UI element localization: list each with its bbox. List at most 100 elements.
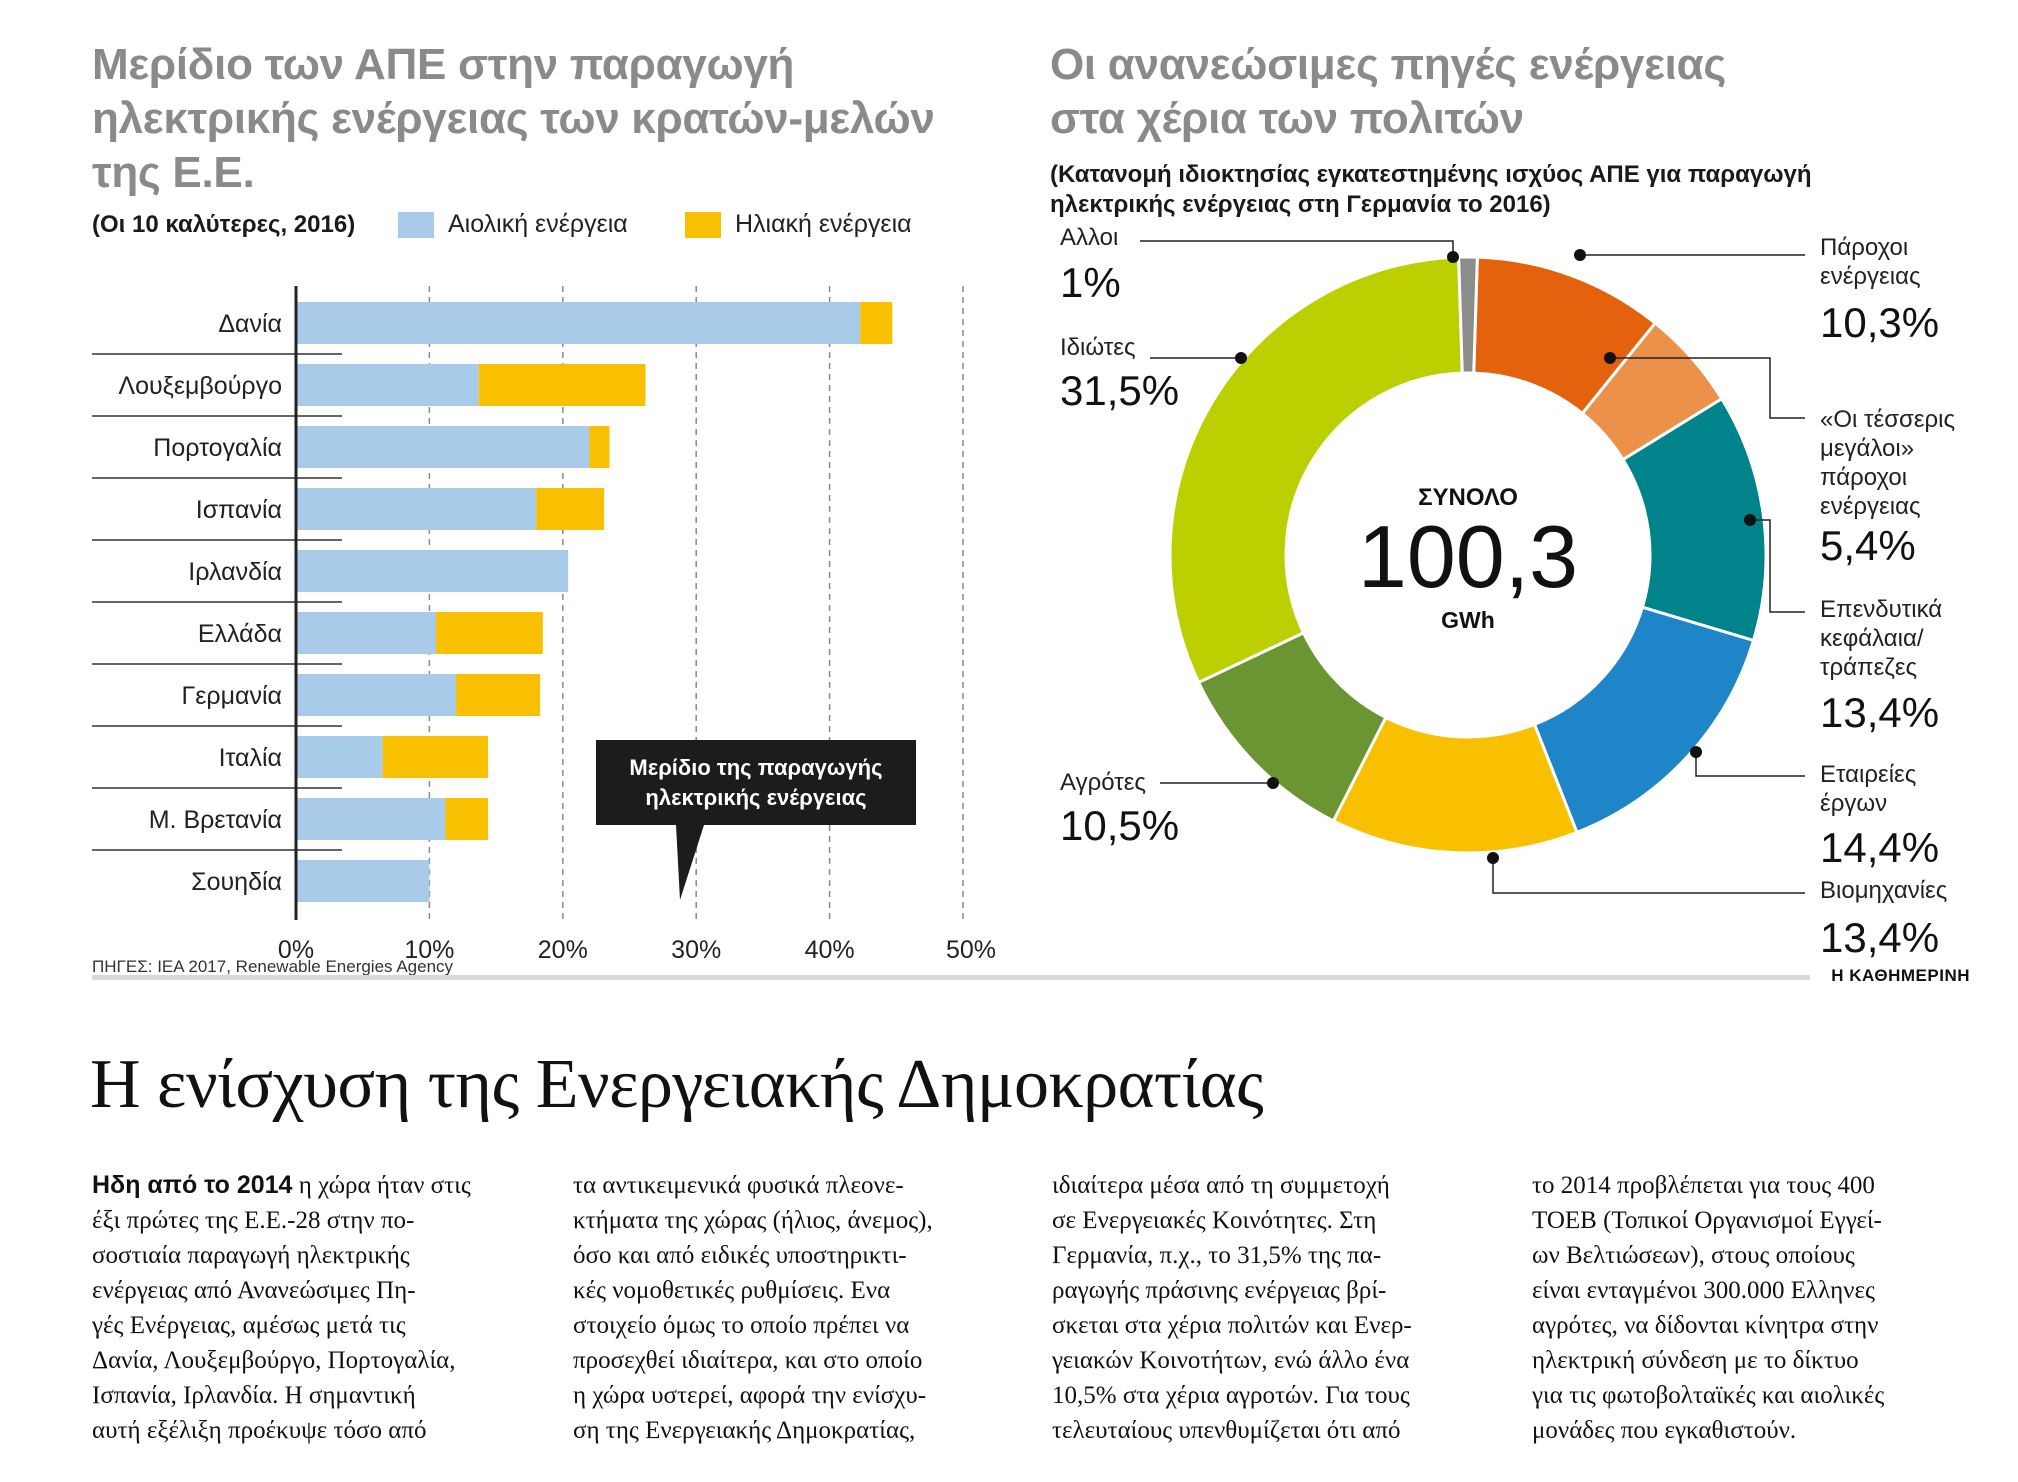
category-label: Δανία xyxy=(218,310,282,338)
slice-value: 1% xyxy=(1060,259,1121,306)
article-line: έξι πρώτες της Ε.Ε.-28 στην πο- xyxy=(92,1207,415,1234)
article-line: Γερμανία, π.χ., το 31,5% της πα- xyxy=(1052,1242,1382,1269)
bar-solar xyxy=(382,736,489,778)
x-tick-label: 30% xyxy=(671,936,721,964)
x-tick-label: 50% xyxy=(946,936,996,964)
leader-line xyxy=(1492,858,1805,894)
article-line: τα αντικειμενικά φυσικά πλεονε- xyxy=(573,1172,904,1199)
article-line: μονάδες που εγκαθιστούν. xyxy=(1532,1417,1797,1444)
article-line: ων Βελτιώσεων), στους οποίους xyxy=(1532,1242,1855,1269)
article-line: αυτή εξέλιξη προέκυψε τόσο από xyxy=(92,1417,427,1444)
category-label: Ελλάδα xyxy=(198,620,282,648)
article-line: κές νομοθετικές ρυθμίσεις. Ενα xyxy=(573,1277,891,1304)
leader-dot xyxy=(1744,514,1756,526)
center-label: ΣΥΝΟΛΟ xyxy=(1418,484,1518,511)
article-line: Ηδη από το 2014 η χώρα ήταν στις xyxy=(92,1168,532,1203)
category-label: Πορτογαλία xyxy=(153,434,282,462)
x-tick-label: 40% xyxy=(805,936,855,964)
slice-label: Εταιρείες xyxy=(1820,761,1916,788)
bar-solar xyxy=(478,364,646,406)
slice-value: 13,4% xyxy=(1820,914,1939,961)
callout-text: ηλεκτρικής ενέργειας xyxy=(645,785,866,810)
callout-box xyxy=(596,740,916,900)
bar-wind xyxy=(296,736,383,778)
sources-note: ΠΗΓΕΣ: IEA 2017, Renewable Energies Agen… xyxy=(92,957,454,976)
slice-value: 5,4% xyxy=(1820,522,1916,569)
leader-dot xyxy=(1487,852,1499,864)
donut-slice xyxy=(1457,255,1479,375)
leader-dot xyxy=(1447,251,1459,263)
divider xyxy=(92,975,1810,980)
article-line: Ισπανία, Ιρλανδία. Η σημαντική xyxy=(92,1382,416,1409)
legend-label-solar: Ηλιακή ενέργεια xyxy=(735,210,912,238)
callout-text: Μερίδιο της παραγωγής xyxy=(629,755,882,780)
slice-value: 14,4% xyxy=(1820,824,1939,871)
category-label: Ιρλανδία xyxy=(188,558,282,586)
category-label: Σουηδία xyxy=(191,868,282,896)
leader-dot xyxy=(1267,777,1279,789)
slice-label: ενέργειας xyxy=(1820,263,1921,290)
category-label: Ισπανία xyxy=(196,496,282,524)
leader-line xyxy=(1610,357,1805,419)
bar-wind xyxy=(296,364,479,406)
article-line: ιδιαίτερα μέσα από τη συμμετοχή xyxy=(1052,1172,1390,1199)
right-title-line: Οι ανανεώσιμες πηγές ενέργειας xyxy=(1050,40,1726,89)
donut-slice xyxy=(1168,255,1464,685)
article-line: γειακών Κοινοτήτων, ενώ άλλο ένα xyxy=(1052,1347,1410,1374)
slice-label: Αλλοι xyxy=(1060,224,1118,251)
slice-label: Πάροχοι xyxy=(1820,234,1908,261)
article-line-text: η χώρα ήταν στις xyxy=(298,1172,471,1199)
bar-solar xyxy=(860,302,893,344)
bar-solar xyxy=(536,488,605,530)
slice-label: Επενδυτικά xyxy=(1820,596,1942,623)
leader-dot xyxy=(1235,352,1247,364)
bar-solar xyxy=(456,674,541,716)
right-subtitle-line: ηλεκτρικής ενέργειας στη Γερμανία το 201… xyxy=(1050,191,1551,218)
leader-dot xyxy=(1690,746,1702,758)
article-line: ραγωγής πράσινης ενέργειας βρί- xyxy=(1052,1277,1387,1304)
article-line: ηλεκτρική σύνδεση με το δίκτυο xyxy=(1532,1347,1859,1374)
category-label: Γερμανία xyxy=(181,682,282,710)
article-line: τελευταίους υπενθυμίζεται ότι από xyxy=(1052,1417,1401,1444)
slice-value: 31,5% xyxy=(1060,367,1179,414)
article-column-2: τα αντικειμενικά φυσικά πλεονε- κτήματα … xyxy=(573,1168,1013,1448)
category-label: Λουξεμβούργο xyxy=(118,372,282,400)
slice-label: κεφάλαια/ xyxy=(1820,625,1924,652)
article-line: ση της Ενεργειακής Δημοκρατίας, xyxy=(573,1417,916,1444)
center-value: 100,3 xyxy=(1358,507,1578,606)
slice-label: πάροχοι xyxy=(1820,464,1907,491)
leader-line xyxy=(1750,519,1805,613)
brand: Η ΚΑΘΗΜΕΡΙΝΗ xyxy=(1821,966,1970,986)
slice-label: «Οι τέσσερις xyxy=(1820,406,1955,433)
article-column-4: το 2014 προβλέπεται για τους 400 ΤΟΕΒ (Τ… xyxy=(1532,1168,1972,1448)
slice-label: Βιομηχανίες xyxy=(1820,877,1947,904)
legend-solar: Ηλιακή ενέργεια xyxy=(685,210,912,239)
article-line: γές Ενέργειας, αμέσως μετά τις xyxy=(92,1312,406,1339)
x-tick-label: 0% xyxy=(278,936,314,964)
article-line: σοστιαία παραγωγή ηλεκτρικής xyxy=(92,1242,410,1269)
slice-label: Αγρότες xyxy=(1060,769,1146,796)
leader-dot xyxy=(1604,352,1616,364)
category-label: Μ. Βρετανία xyxy=(149,806,282,834)
article-line: σε Ενεργειακές Κοινότητες. Στη xyxy=(1052,1207,1377,1234)
article-line: σκεται στα χέρια πολιτών και Ενερ- xyxy=(1052,1312,1412,1339)
legend-swatch-solar xyxy=(685,211,721,238)
slice-label: ενέργειας xyxy=(1820,493,1921,520)
leader-line xyxy=(1695,752,1805,777)
slice-value: 13,4% xyxy=(1820,689,1939,736)
right-title-line: στα χέρια των πολιτών xyxy=(1050,94,1524,143)
leader-dot xyxy=(1574,249,1586,261)
legend-swatch-wind xyxy=(398,211,434,238)
left-subtitle: (Οι 10 καλύτερες, 2016) xyxy=(92,211,356,238)
bar-solar xyxy=(445,798,489,840)
article-line: προσεχθεί ιδιαίτερα, και στο οποίο xyxy=(573,1347,923,1374)
article-column-3: ιδιαίτερα μέσα από τη συμμετοχή σε Ενεργ… xyxy=(1052,1168,1492,1448)
article-line: είναι ενταγμένοι 300.000 Ελληνες xyxy=(1532,1277,1875,1304)
bar-chart: Δανία Λουξεμβούργο Πορτογαλία Ισπανία Ιρλανδ… xyxy=(92,286,996,964)
right-title: Οι ανανεώσιμες πηγές ενέργειας στα χέρια… xyxy=(1050,38,1726,146)
article-lead: Ηδη από το 2014 xyxy=(92,1171,293,1199)
bar-wind xyxy=(296,674,457,716)
slice-label: έργων xyxy=(1820,790,1887,817)
left-title-line: Μερίδιο των ΑΠΕ στην παραγωγή xyxy=(92,40,795,89)
